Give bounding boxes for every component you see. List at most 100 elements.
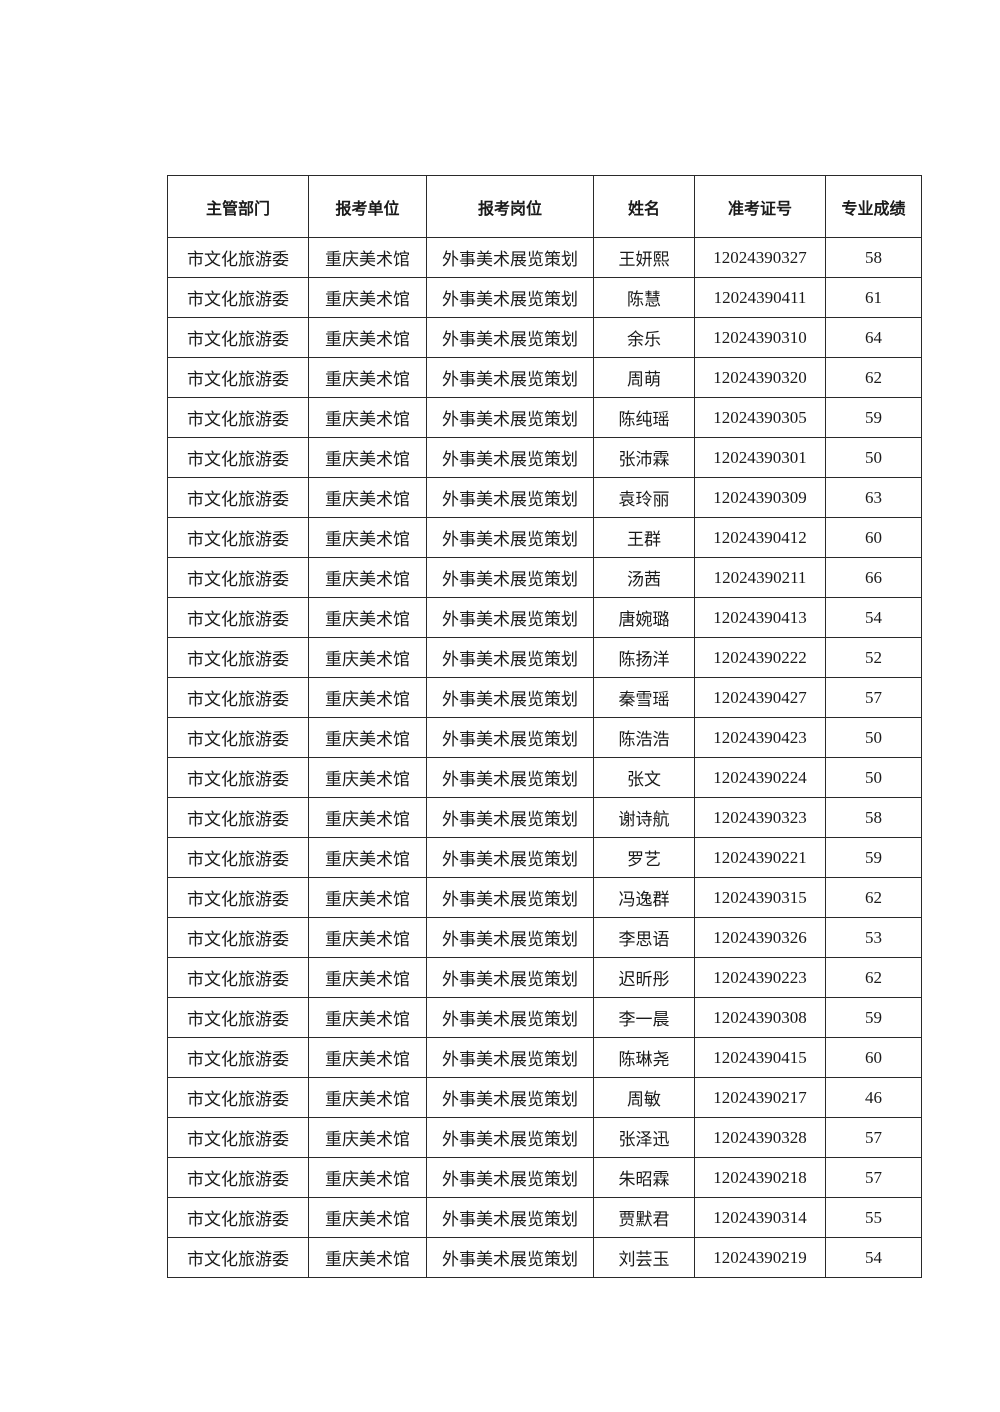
department-cell: 市文化旅游委 [167, 997, 309, 1038]
exam-id-cell: 12024390411 [694, 277, 826, 318]
name-cell: 汤茜 [593, 557, 695, 598]
position-cell: 外事美术展览策划 [426, 797, 594, 838]
exam-id-cell: 12024390305 [694, 397, 826, 438]
name-cell: 张沛霖 [593, 437, 695, 478]
department-cell: 市文化旅游委 [167, 877, 309, 918]
exam-id-cell: 12024390315 [694, 877, 826, 918]
score-cell: 62 [825, 957, 922, 998]
score-cell: 64 [825, 317, 922, 358]
score-cell: 50 [825, 437, 922, 478]
table-row: 市文化旅游委 重庆美术馆 外事美术展览策划 秦雪瑶 12024390427 57 [167, 677, 922, 718]
position-cell: 外事美术展览策划 [426, 757, 594, 798]
department-cell: 市文化旅游委 [167, 397, 309, 438]
header-score: 专业成绩 [825, 175, 922, 238]
name-cell: 陈慧 [593, 277, 695, 318]
position-cell: 外事美术展览策划 [426, 557, 594, 598]
name-cell: 李思语 [593, 917, 695, 958]
table-row: 市文化旅游委 重庆美术馆 外事美术展览策划 陈慧 12024390411 61 [167, 277, 922, 318]
department-cell: 市文化旅游委 [167, 1037, 309, 1078]
department-cell: 市文化旅游委 [167, 677, 309, 718]
unit-cell: 重庆美术馆 [308, 997, 427, 1038]
table-row: 市文化旅游委 重庆美术馆 外事美术展览策划 陈浩浩 12024390423 50 [167, 717, 922, 758]
table-row: 市文化旅游委 重庆美术馆 外事美术展览策划 陈扬洋 12024390222 52 [167, 637, 922, 678]
department-cell: 市文化旅游委 [167, 597, 309, 638]
score-cell: 57 [825, 677, 922, 718]
position-cell: 外事美术展览策划 [426, 1037, 594, 1078]
position-cell: 外事美术展览策划 [426, 317, 594, 358]
position-cell: 外事美术展览策划 [426, 277, 594, 318]
exam-id-cell: 12024390222 [694, 637, 826, 678]
unit-cell: 重庆美术馆 [308, 357, 427, 398]
score-cell: 50 [825, 717, 922, 758]
table-row: 市文化旅游委 重庆美术馆 外事美术展览策划 周敏 12024390217 46 [167, 1077, 922, 1118]
department-cell: 市文化旅游委 [167, 237, 309, 278]
unit-cell: 重庆美术馆 [308, 1037, 427, 1078]
position-cell: 外事美术展览策划 [426, 597, 594, 638]
department-cell: 市文化旅游委 [167, 557, 309, 598]
table-row: 市文化旅游委 重庆美术馆 外事美术展览策划 朱昭霖 12024390218 57 [167, 1157, 922, 1198]
table-row: 市文化旅游委 重庆美术馆 外事美术展览策划 袁玲丽 12024390309 63 [167, 477, 922, 518]
unit-cell: 重庆美术馆 [308, 1117, 427, 1158]
name-cell: 李一晨 [593, 997, 695, 1038]
department-cell: 市文化旅游委 [167, 637, 309, 678]
department-cell: 市文化旅游委 [167, 957, 309, 998]
table-row: 市文化旅游委 重庆美术馆 外事美术展览策划 张文 12024390224 50 [167, 757, 922, 798]
score-cell: 57 [825, 1157, 922, 1198]
unit-cell: 重庆美术馆 [308, 437, 427, 478]
exam-id-cell: 12024390327 [694, 237, 826, 278]
position-cell: 外事美术展览策划 [426, 397, 594, 438]
score-cell: 58 [825, 797, 922, 838]
position-cell: 外事美术展览策划 [426, 1077, 594, 1118]
department-cell: 市文化旅游委 [167, 917, 309, 958]
exam-id-cell: 12024390218 [694, 1157, 826, 1198]
table-row: 市文化旅游委 重庆美术馆 外事美术展览策划 贾默君 12024390314 55 [167, 1197, 922, 1238]
name-cell: 罗艺 [593, 837, 695, 878]
position-cell: 外事美术展览策划 [426, 1197, 594, 1238]
department-cell: 市文化旅游委 [167, 1117, 309, 1158]
unit-cell: 重庆美术馆 [308, 677, 427, 718]
table-row: 市文化旅游委 重庆美术馆 外事美术展览策划 陈纯瑶 12024390305 59 [167, 397, 922, 438]
score-cell: 60 [825, 517, 922, 558]
unit-cell: 重庆美术馆 [308, 1237, 427, 1278]
table-row: 市文化旅游委 重庆美术馆 外事美术展览策划 余乐 12024390310 64 [167, 317, 922, 358]
table-row: 市文化旅游委 重庆美术馆 外事美术展览策划 刘芸玉 12024390219 54 [167, 1237, 922, 1278]
position-cell: 外事美术展览策划 [426, 877, 594, 918]
exam-id-cell: 12024390323 [694, 797, 826, 838]
score-cell: 63 [825, 477, 922, 518]
unit-cell: 重庆美术馆 [308, 317, 427, 358]
header-exam-id: 准考证号 [694, 175, 826, 238]
unit-cell: 重庆美术馆 [308, 237, 427, 278]
score-cell: 66 [825, 557, 922, 598]
position-cell: 外事美术展览策划 [426, 717, 594, 758]
table-row: 市文化旅游委 重庆美术馆 外事美术展览策划 汤茜 12024390211 66 [167, 557, 922, 598]
exam-id-cell: 12024390412 [694, 517, 826, 558]
unit-cell: 重庆美术馆 [308, 1077, 427, 1118]
exam-id-cell: 12024390310 [694, 317, 826, 358]
department-cell: 市文化旅游委 [167, 477, 309, 518]
name-cell: 迟昕彤 [593, 957, 695, 998]
department-cell: 市文化旅游委 [167, 1077, 309, 1118]
score-cell: 58 [825, 237, 922, 278]
unit-cell: 重庆美术馆 [308, 717, 427, 758]
position-cell: 外事美术展览策划 [426, 837, 594, 878]
score-cell: 62 [825, 877, 922, 918]
table-row: 市文化旅游委 重庆美术馆 外事美术展览策划 迟昕彤 12024390223 62 [167, 957, 922, 998]
unit-cell: 重庆美术馆 [308, 277, 427, 318]
unit-cell: 重庆美术馆 [308, 957, 427, 998]
department-cell: 市文化旅游委 [167, 277, 309, 318]
exam-id-cell: 12024390413 [694, 597, 826, 638]
unit-cell: 重庆美术馆 [308, 757, 427, 798]
exam-id-cell: 12024390221 [694, 837, 826, 878]
table-row: 市文化旅游委 重庆美术馆 外事美术展览策划 冯逸群 12024390315 62 [167, 877, 922, 918]
department-cell: 市文化旅游委 [167, 317, 309, 358]
score-cell: 54 [825, 1237, 922, 1278]
position-cell: 外事美术展览策划 [426, 437, 594, 478]
header-department: 主管部门 [167, 175, 309, 238]
unit-cell: 重庆美术馆 [308, 877, 427, 918]
position-cell: 外事美术展览策划 [426, 237, 594, 278]
position-cell: 外事美术展览策划 [426, 677, 594, 718]
table-row: 市文化旅游委 重庆美术馆 外事美术展览策划 陈琳尧 12024390415 60 [167, 1037, 922, 1078]
department-cell: 市文化旅游委 [167, 357, 309, 398]
table-body: 市文化旅游委 重庆美术馆 外事美术展览策划 王妍熙 12024390327 58 市文化旅游… [167, 237, 922, 1278]
name-cell: 周敏 [593, 1077, 695, 1118]
